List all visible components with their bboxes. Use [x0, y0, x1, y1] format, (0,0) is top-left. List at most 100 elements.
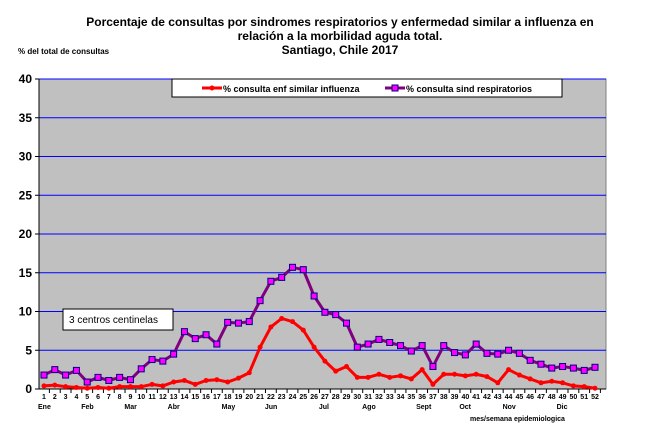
- data-point: [505, 346, 513, 354]
- data-point: [473, 371, 479, 377]
- data-point: [268, 324, 274, 330]
- data-point: [429, 363, 437, 371]
- x-tick-label: 32: [375, 394, 383, 401]
- x-tick-label: 1: [42, 394, 46, 401]
- chart-title: Porcentaje de consultas por sindromes re…: [60, 15, 620, 57]
- data-point: [321, 308, 329, 316]
- data-point: [548, 364, 556, 372]
- data-point: [549, 378, 555, 384]
- data-point: [214, 377, 220, 383]
- data-point: [398, 373, 404, 379]
- data-point: [495, 380, 501, 386]
- x-tick-label: 45: [515, 394, 523, 401]
- data-point: [451, 349, 459, 357]
- data-point: [353, 343, 361, 351]
- data-point: [105, 376, 113, 384]
- month-label-dic: Dic: [557, 404, 568, 411]
- y-tick-label: 40: [19, 72, 33, 86]
- x-tick-label: 39: [451, 394, 459, 401]
- x-tick-label: 15: [191, 394, 199, 401]
- annotation-text: 3 centros centinelas: [69, 315, 158, 326]
- data-point: [419, 367, 425, 373]
- data-point: [278, 273, 286, 281]
- data-point: [288, 263, 296, 271]
- x-tick-label: 22: [267, 394, 275, 401]
- x-tick-label: 17: [213, 394, 221, 401]
- data-point: [311, 344, 317, 350]
- y-tick-label: 30: [19, 150, 33, 164]
- annotation-box: [62, 308, 174, 331]
- x-tick-label: 12: [159, 394, 167, 401]
- x-tick-label: 13: [170, 394, 178, 401]
- data-point: [126, 376, 134, 384]
- x-tick-label: 38: [440, 394, 448, 401]
- x-tick-label: 29: [343, 394, 351, 401]
- data-point: [234, 319, 242, 327]
- x-tick-label: 24: [289, 394, 297, 401]
- month-label-mar: Mar: [124, 404, 137, 411]
- data-point: [267, 277, 275, 285]
- data-point: [332, 311, 340, 319]
- y-tick-label: 0: [25, 382, 32, 396]
- month-label-ago: Ago: [362, 404, 376, 411]
- data-point: [440, 342, 448, 350]
- legend-box: [171, 78, 563, 98]
- x-tick-label: 23: [278, 394, 286, 401]
- data-point: [171, 379, 177, 385]
- data-point: [461, 351, 469, 359]
- month-label-abr: Abr: [168, 404, 180, 411]
- data-point: [203, 377, 209, 383]
- series-line-0: [43, 316, 596, 390]
- data-point: [538, 380, 544, 386]
- data-point: [83, 378, 91, 386]
- data-point: [354, 374, 360, 380]
- data-point: [300, 327, 306, 333]
- x-tick-label: 46: [526, 394, 534, 401]
- legend-marker-1: [391, 84, 399, 92]
- data-point: [570, 383, 576, 389]
- data-point: [106, 385, 112, 391]
- x-tick-label: 27: [321, 394, 329, 401]
- data-point: [560, 380, 566, 386]
- data-point: [94, 373, 102, 381]
- data-point: [51, 366, 59, 374]
- data-point: [279, 315, 285, 321]
- data-point: [148, 356, 156, 364]
- month-label-ene: Ene: [38, 404, 51, 411]
- data-point: [63, 384, 69, 390]
- data-point: [138, 384, 144, 390]
- data-point: [41, 383, 47, 389]
- data-point: [160, 383, 166, 389]
- data-point: [483, 349, 491, 357]
- data-point: [192, 381, 198, 387]
- series-line-1: [43, 265, 596, 384]
- x-tick-label: 42: [483, 394, 491, 401]
- x-tick-label: 36: [418, 394, 426, 401]
- data-point: [364, 340, 372, 348]
- data-point: [462, 373, 468, 379]
- month-label-sept: Sept: [416, 404, 432, 411]
- data-point: [506, 367, 512, 373]
- data-point: [73, 384, 79, 390]
- x-tick-label: 19: [235, 394, 243, 401]
- data-point: [202, 331, 210, 339]
- x-tick-label: 44: [505, 394, 513, 401]
- data-point: [322, 358, 328, 364]
- data-point: [592, 385, 598, 391]
- x-tick-label: 14: [181, 394, 189, 401]
- month-label-jun: Jun: [265, 404, 277, 411]
- data-point: [127, 384, 133, 390]
- x-tick-label: 28: [332, 394, 340, 401]
- data-point: [213, 340, 221, 348]
- data-point: [484, 374, 490, 380]
- x-tick-label: 51: [580, 394, 588, 401]
- data-point: [149, 381, 155, 387]
- data-point: [527, 376, 533, 382]
- x-tick-label: 7: [107, 394, 111, 401]
- data-point: [452, 371, 458, 377]
- x-tick-label: 43: [494, 394, 502, 401]
- x-tick-label: 52: [591, 394, 599, 401]
- month-label-oct: Oct: [459, 404, 471, 411]
- data-point: [387, 374, 393, 380]
